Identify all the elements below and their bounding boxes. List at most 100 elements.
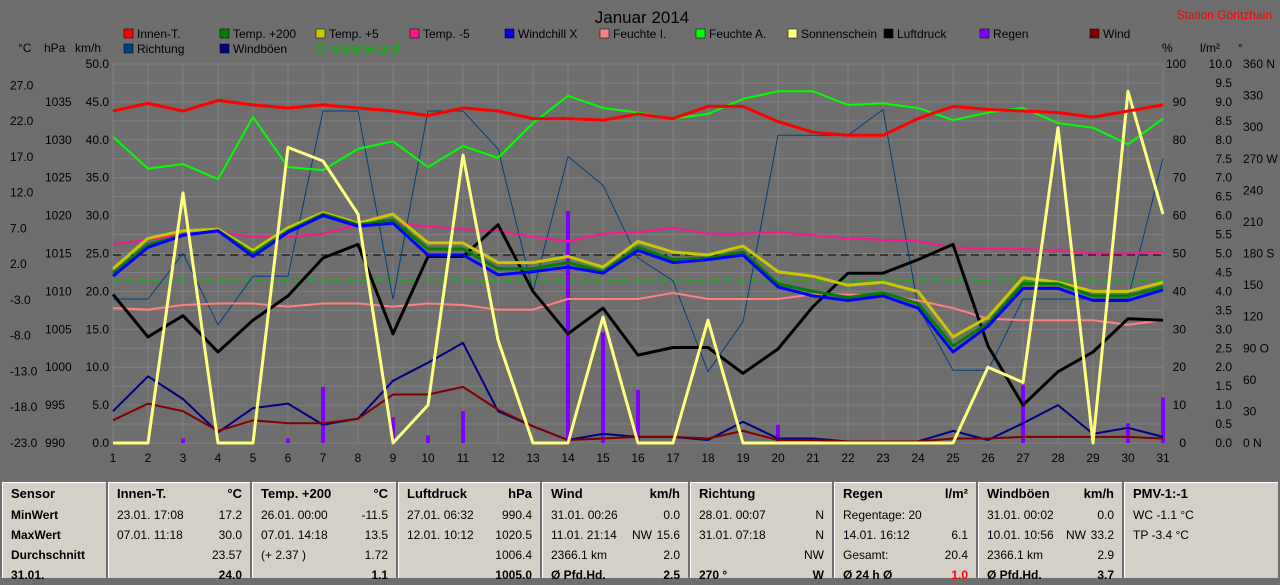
- kmh-tick-label: 30.0: [86, 209, 110, 223]
- x-tick-label: 6: [285, 451, 292, 465]
- hpa-tick-label: 1000: [45, 360, 72, 374]
- x-tick-label: 14: [561, 451, 575, 465]
- x-tick-label: 24: [911, 451, 925, 465]
- wind-last: 2.5: [663, 568, 680, 582]
- innen-panel: Innen-T. °C 23.01. 17:08 17.2 07.01. 11:18…: [108, 482, 250, 582]
- boeen-title: Windböen: [987, 486, 1050, 501]
- axis-unit-right: °: [1238, 41, 1243, 55]
- legend-label: Temp. +200: [233, 27, 296, 41]
- hpa-tick-label: 1020: [45, 209, 72, 223]
- temp200-title: Temp. +200: [261, 486, 332, 501]
- pct-tick-label: 60: [1173, 209, 1187, 223]
- axis-unit-right: %: [1162, 41, 1173, 55]
- innen-min-date: 23.01. 17:08: [117, 508, 184, 522]
- axis-unit-right: l/m²: [1200, 41, 1220, 55]
- legend-swatch: [315, 43, 326, 54]
- x-tick-label: 15: [596, 451, 610, 465]
- x-tick-label: 9: [390, 451, 397, 465]
- legend-swatch: [315, 28, 326, 39]
- avg-label: Durchschnitt: [11, 548, 86, 562]
- chart-area: Januar 2014 Station Göritzhain °C hPa km/h% l…: [10, 8, 1279, 465]
- rain-bar: [461, 411, 465, 443]
- x-tick-label: 17: [666, 451, 680, 465]
- series-line-innen-t-: [112, 98, 1164, 137]
- regen-panel: Regen l/m² Regentage: 20 14.01. 16:12 6.1 …: [834, 482, 976, 582]
- rain-bar: [776, 424, 780, 443]
- rain-bar: [321, 386, 325, 443]
- kmh-tick-label: 50.0: [86, 57, 110, 71]
- rain-tick-label: 1.5: [1215, 379, 1232, 393]
- pct-tick-label: 90: [1173, 95, 1187, 109]
- rain-bar: [391, 417, 395, 443]
- kmh-tick-label: 10.0: [86, 360, 110, 374]
- innen-title: Innen-T.: [117, 486, 167, 501]
- chart-title: Januar 2014: [595, 8, 690, 27]
- series-line-sonnenschein: [113, 89, 1165, 445]
- temp-tick-label: 27.0: [10, 78, 34, 92]
- rain-tick-label: 9.0: [1215, 95, 1232, 109]
- x-tick-label: 30: [1121, 451, 1135, 465]
- legend-label: Windchill X: [518, 27, 577, 41]
- richtung-avg: NW: [804, 548, 824, 562]
- regen-last: 1.0: [951, 568, 968, 582]
- legend-label: Innen-T.: [137, 27, 180, 41]
- rain-bar: [1126, 423, 1130, 443]
- x-tick-label: 8: [355, 451, 362, 465]
- series-line-wind: [112, 385, 1164, 443]
- temp200-avg-note: (+ 2.37 ): [261, 548, 307, 562]
- pct-tick-label: 30: [1173, 322, 1187, 336]
- rain-tick-label: 2.0: [1215, 360, 1232, 374]
- legend-swatch: [1089, 28, 1100, 39]
- pct-tick-label: 100: [1166, 57, 1186, 71]
- wind-min-date: 31.01. 00:26: [551, 508, 618, 522]
- rain-tick-label: 0.5: [1215, 417, 1232, 431]
- rain-tick-label: 8.5: [1215, 114, 1232, 128]
- richtung-title: Richtung: [699, 486, 756, 501]
- boeen-max-dir: NW: [1066, 528, 1086, 542]
- boeen-panel: Windböen km/h 31.01. 00:02 0.0 10.01. 10:5…: [978, 482, 1122, 582]
- hpa-tick-label: 1015: [45, 247, 72, 261]
- innen-max-val: 30.0: [218, 528, 242, 542]
- boeen-extra: Ø Pfd.Hd.: [987, 568, 1042, 582]
- legend-swatch: [123, 28, 134, 39]
- boeen-max-date: 10.01. 10:56: [987, 528, 1054, 542]
- richtung-min-val: N: [815, 508, 824, 522]
- axis-unit-left: °C: [18, 41, 32, 55]
- x-tick-label: 4: [215, 451, 222, 465]
- pct-tick-label: 10: [1173, 398, 1187, 412]
- pct-tick-label: 40: [1173, 284, 1187, 298]
- x-tick-label: 7: [320, 451, 327, 465]
- x-tick-label: 29: [1086, 451, 1100, 465]
- boeen-avg: 2.9: [1097, 548, 1114, 562]
- hpa-tick-label: 995: [45, 398, 65, 412]
- legend-label: Wind: [1103, 27, 1130, 41]
- direction-tick-label: 30: [1243, 404, 1257, 418]
- legend-swatch: [123, 43, 134, 54]
- direction-tick-label: 270 W: [1243, 152, 1278, 166]
- innen-unit: °C: [227, 486, 242, 501]
- pct-tick-label: 20: [1173, 360, 1187, 374]
- hpa-tick-label: 1010: [45, 284, 72, 298]
- x-tick-label: 25: [946, 451, 960, 465]
- rain-bar: [566, 211, 570, 443]
- legend-swatch: [599, 28, 610, 39]
- wind-max-val: 15.6: [656, 528, 680, 542]
- luftdruck-panel: Luftdruck hPa 27.01. 06:32 990.4 12.01. 10…: [398, 482, 540, 582]
- rain-tick-label: 3.0: [1215, 322, 1232, 336]
- x-tick-label: 21: [806, 451, 820, 465]
- temp-tick-label: 12.0: [10, 186, 34, 200]
- legend-label: Sonnenschein: [801, 27, 877, 41]
- legend-label: Luftdruck: [897, 27, 947, 41]
- rain-tick-label: 5.0: [1215, 247, 1232, 261]
- richtung-panel: Richtung 28.01. 00:07 N 31.01. 07:18 N NW …: [690, 482, 832, 582]
- boeen-min-date: 31.01. 00:02: [987, 508, 1054, 522]
- rain-tick-label: 3.5: [1215, 303, 1232, 317]
- direction-tick-label: 90 O: [1243, 341, 1269, 355]
- direction-tick-label: 360 N: [1243, 57, 1275, 71]
- rain-tick-label: 6.0: [1215, 209, 1232, 223]
- kmh-tick-label: 35.0: [86, 171, 110, 185]
- boeen-unit: km/h: [1083, 486, 1114, 501]
- extra-label: 31.01.: [11, 568, 45, 582]
- wind-max-dir: NW: [632, 528, 652, 542]
- luftdruck-last: 1005.0: [495, 568, 532, 582]
